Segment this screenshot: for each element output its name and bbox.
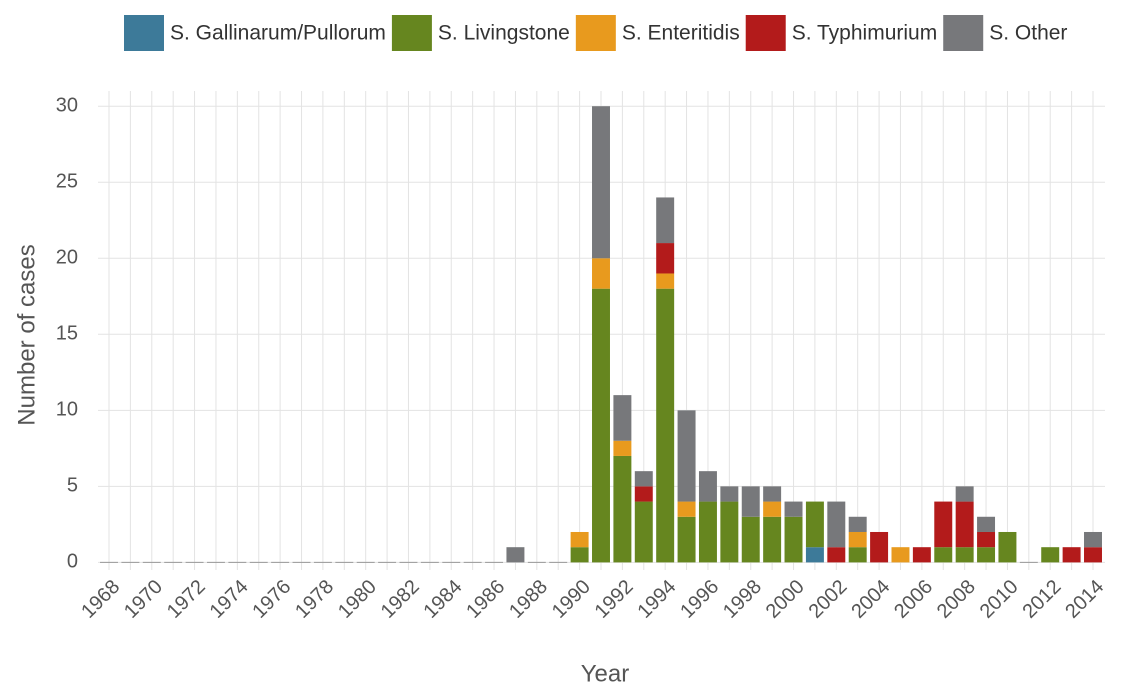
x-axis-title: Year: [581, 660, 630, 687]
x-tick-label: 1998: [719, 576, 766, 623]
bar-segment: [720, 501, 739, 563]
bar-segment: [656, 197, 675, 244]
bar-segment: [891, 547, 910, 563]
bar-segment: [570, 547, 589, 563]
y-axis-title: Number of cases: [13, 244, 40, 425]
bar-segment: [741, 486, 760, 517]
bar-segment: [506, 547, 525, 563]
x-tick-label: 1974: [206, 576, 253, 623]
legend-swatch: [943, 15, 984, 51]
legend-swatch: [575, 15, 616, 51]
y-tick-label: 25: [56, 171, 78, 193]
bar-segment: [827, 501, 846, 548]
bar-segment: [784, 516, 803, 563]
x-tick-label: 1988: [505, 576, 552, 623]
bar-segment: [613, 395, 632, 441]
bar-segment: [634, 501, 653, 563]
x-tick-label: 1980: [334, 576, 381, 623]
bar-segment: [570, 531, 589, 548]
bar-segment: [613, 440, 632, 456]
x-tick-label: 2010: [976, 576, 1023, 623]
bar-segment: [955, 501, 974, 548]
bar-segment: [977, 547, 996, 563]
bar-segment: [1084, 547, 1102, 563]
bar-segment: [592, 288, 610, 563]
bar-segment: [656, 243, 675, 274]
bar-segment: [827, 547, 846, 563]
bar-segment: [848, 531, 867, 548]
y-tick-label: 5: [67, 475, 78, 497]
bar-segment: [998, 531, 1017, 563]
legend-label: S. Enteritidis: [622, 22, 740, 45]
bar-segment: [848, 516, 867, 532]
legend-swatch: [391, 15, 432, 51]
x-tick-label: 1970: [120, 576, 167, 623]
bar-segment: [1062, 547, 1081, 563]
x-tick-label: 2014: [1061, 576, 1108, 623]
bar-segment: [912, 547, 931, 563]
bar-segment: [592, 258, 610, 289]
bar-segment: [656, 273, 675, 289]
bar-segment: [955, 547, 974, 563]
bar-segment: [634, 486, 653, 502]
x-tick-label: 1972: [163, 576, 210, 623]
bar-segment: [698, 471, 717, 502]
x-tick-label: 1994: [633, 576, 680, 623]
bar-segment: [698, 501, 717, 563]
bar-segment: [763, 486, 782, 502]
x-tick-label: 2012: [1018, 576, 1065, 623]
bar-segment: [741, 516, 760, 563]
x-tick-label: 2002: [805, 576, 852, 623]
bar-segment: [805, 547, 824, 563]
x-tick-label: 1996: [676, 576, 723, 623]
bar-segment: [613, 455, 632, 563]
bar-segment: [977, 516, 996, 532]
x-tick-label: 2000: [762, 576, 809, 623]
y-tick-label: 15: [56, 323, 78, 345]
legend-swatch: [745, 15, 786, 51]
y-tick-label: 20: [56, 247, 78, 269]
bar-segment: [977, 531, 996, 548]
bar-segment: [870, 531, 889, 563]
bar-segment: [955, 486, 974, 502]
x-tick-label: 1986: [462, 576, 509, 623]
x-tick-label: 2006: [890, 576, 937, 623]
x-tick-label: 1978: [291, 576, 338, 623]
x-tick-label: 1992: [591, 576, 638, 623]
x-tick-label: 1976: [248, 576, 295, 623]
x-tick-label: 1982: [377, 576, 424, 623]
bar-segment: [677, 410, 696, 502]
bar-segment: [720, 486, 739, 502]
x-tick-label: 1990: [548, 576, 595, 623]
x-tick-label: 1984: [420, 576, 467, 623]
y-tick-label: 30: [56, 94, 78, 116]
x-tick-label: 2004: [847, 576, 894, 623]
legend-label: S. Gallinarum/Pullorum: [170, 22, 386, 45]
bar-segment: [934, 547, 953, 563]
x-tick-label: 2008: [933, 576, 980, 623]
bar-segment: [784, 501, 803, 517]
legend-label: S. Livingstone: [438, 22, 570, 45]
legend-label: S. Typhimurium: [792, 22, 938, 45]
y-tick-label: 10: [56, 399, 78, 421]
bar-segment: [934, 501, 953, 548]
bar-segment: [763, 501, 782, 517]
bar-segment: [634, 471, 653, 487]
bar-segment: [677, 501, 696, 517]
legend-label: S. Other: [989, 22, 1067, 45]
y-tick-label: 0: [67, 551, 78, 573]
bar-segment: [848, 547, 867, 563]
bar-segment: [1084, 531, 1102, 548]
bar-segment: [805, 501, 824, 548]
bar-segment: [656, 288, 675, 563]
bar-segment: [592, 106, 610, 259]
bar-segment: [1041, 547, 1060, 563]
bar-segment: [677, 516, 696, 563]
bar-segment: [763, 516, 782, 563]
x-tick-label: 1968: [77, 576, 124, 623]
legend-swatch: [124, 15, 164, 51]
